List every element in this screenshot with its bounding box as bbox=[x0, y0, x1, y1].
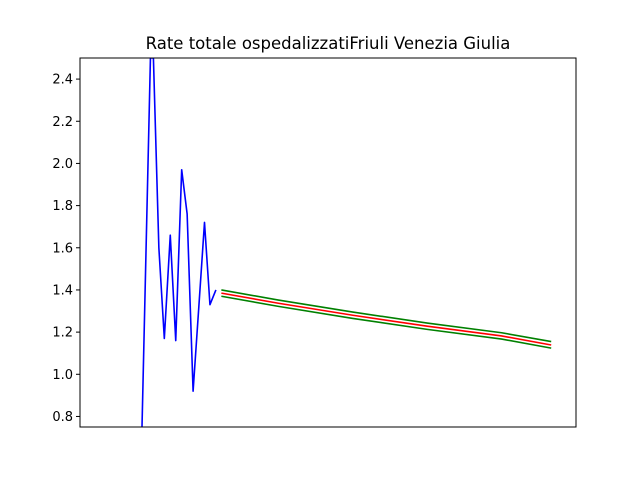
series-line-3 bbox=[221, 295, 552, 349]
y-tick-label-8: 2.4 bbox=[52, 73, 73, 88]
plot-frame bbox=[79, 57, 577, 428]
chart-title: Rate totale ospedalizzatiFriuli Venezia … bbox=[146, 34, 511, 53]
series-line-0 bbox=[141, 58, 217, 427]
y-tick-label-4: 1.6 bbox=[52, 241, 73, 256]
y-tick-label-3: 1.4 bbox=[52, 283, 73, 298]
y-tick-label-6: 2.0 bbox=[52, 157, 73, 172]
y-axis: 0.8 1.0 1.2 1.4 1.6 1.8 2.0 2.2 2.4 bbox=[52, 73, 80, 425]
y-tick-label-7: 2.2 bbox=[52, 115, 73, 130]
y-tick-label-2: 1.2 bbox=[52, 326, 73, 341]
y-tick-label-5: 1.8 bbox=[52, 199, 73, 214]
series-line-2 bbox=[221, 292, 552, 346]
y-tick-label-1: 1.0 bbox=[52, 368, 73, 383]
y-tick-label-0: 0.8 bbox=[52, 410, 73, 425]
series-line-1 bbox=[221, 289, 552, 343]
series-layer bbox=[141, 58, 552, 427]
